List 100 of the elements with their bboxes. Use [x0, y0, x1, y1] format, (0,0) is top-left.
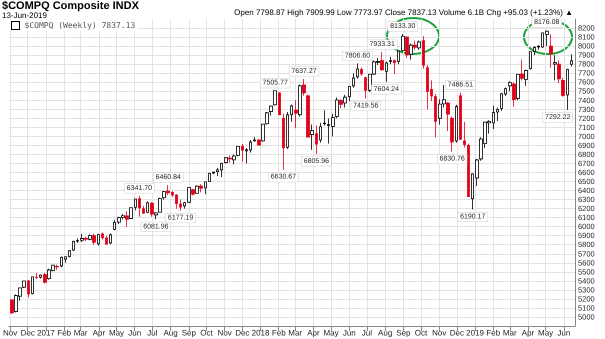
candlestick: [199, 184, 203, 193]
candlestick: [134, 198, 137, 211]
candlestick: [150, 202, 154, 218]
x-tick-label: Apr: [92, 328, 106, 338]
chart-title: $COMPQ Composite INDX: [2, 0, 139, 12]
candlestick: [512, 82, 516, 107]
candlestick: [360, 67, 363, 76]
candlestick: [109, 233, 112, 245]
x-tick-label: Jun: [557, 328, 570, 338]
candlestick: [463, 122, 466, 148]
candlestick: [80, 234, 84, 242]
candlestick: [84, 236, 88, 242]
candlestick: [183, 201, 186, 210]
x-tick-label: Dec: [20, 328, 35, 338]
candlestick: [319, 122, 322, 144]
candlestick: [154, 212, 158, 220]
candlestick: [294, 100, 298, 129]
candlestick: [241, 144, 244, 162]
x-tick-label: Feb: [272, 328, 286, 338]
candlestick: [549, 34, 553, 68]
candlestick: [520, 59, 524, 81]
candlestick: [220, 162, 223, 178]
candlestick: [426, 64, 429, 110]
x-tick-label: May: [538, 328, 554, 338]
x-tick-label: Mar: [74, 328, 88, 338]
candlestick: [417, 40, 421, 50]
candlestick: [10, 299, 14, 314]
x-tick-label: May: [323, 328, 339, 338]
x-tick-label: Sep: [182, 328, 196, 338]
x-tick-label: Feb: [486, 328, 501, 338]
candlestick: [43, 272, 47, 284]
x-tick-label: 2017: [37, 328, 56, 338]
x-tick-label: Apr: [522, 328, 535, 338]
candlestick: [253, 136, 256, 142]
x-tick-label: Feb: [57, 328, 72, 338]
candlestick: [315, 125, 318, 154]
candlestick: [175, 194, 178, 210]
candlestick: [39, 274, 42, 279]
candlestick: [257, 138, 261, 146]
candlestick: [282, 113, 285, 170]
candlestick: [385, 61, 388, 82]
candlestick: [27, 280, 30, 298]
text: Open 7798.87 High 7909.99 Low 7773.97 Close 7837.13 Volume 6.1B Chg +95.03 (+1.23%) ▲: [234, 8, 573, 17]
candlestick: [405, 36, 409, 58]
candlestick: [273, 90, 277, 106]
candlestick: [356, 63, 359, 79]
candlestick: [524, 69, 528, 86]
x-tick-label: Mar: [288, 328, 302, 338]
candlestick: [92, 233, 96, 246]
candlestick: [446, 102, 450, 132]
x-tick-label: Nov: [218, 328, 232, 338]
candlestick: [545, 30, 549, 46]
candlestick: [97, 234, 100, 246]
candlestick: [389, 56, 392, 65]
candlestick: [306, 94, 310, 138]
chart-subtitle: 13-Jun-2019: [2, 11, 47, 20]
candlestick: [278, 92, 281, 116]
x-tick-label: Aug: [378, 328, 392, 338]
candlestick: [187, 186, 191, 204]
x-tick-label: 2018: [252, 328, 270, 338]
candlestick: [348, 85, 351, 102]
x-tick-label: Nov: [432, 328, 446, 338]
candlestick: [570, 54, 573, 67]
x-tick-label: May: [108, 328, 124, 338]
x-tick-label: Jun: [128, 328, 142, 338]
candlestick: [409, 42, 413, 60]
candlestick: [364, 76, 367, 99]
candlestick: [323, 110, 326, 126]
candlestick: [129, 206, 133, 220]
candlestick: [72, 240, 75, 252]
candlestick: [146, 200, 149, 214]
candlestick: [508, 80, 512, 92]
candlestick: [224, 156, 228, 164]
candlestick: [310, 124, 314, 150]
x-tick-label: Oct: [414, 328, 428, 338]
candlestick: [413, 40, 417, 50]
candlestick: [422, 36, 425, 70]
candlestick: [343, 94, 347, 108]
candlestick: [60, 256, 63, 268]
x-tick-label: Dec: [450, 328, 464, 338]
x-tick-label: Jul: [147, 328, 158, 338]
candlestick: [166, 184, 170, 196]
candlestick: [434, 94, 437, 138]
candlestick: [450, 116, 454, 152]
x-tick-label: Jul: [362, 328, 372, 338]
x-tick-label: Jun: [342, 328, 356, 338]
candlestick: [455, 104, 458, 144]
candlestick: [339, 98, 343, 109]
x-tick-label: Dec: [235, 328, 250, 338]
candlestick: [55, 264, 59, 270]
candlestick: [302, 78, 306, 96]
candlestick: [228, 154, 232, 163]
candlestick: [352, 72, 355, 88]
x-tick-label: 2019: [466, 328, 485, 338]
candlestick: [393, 59, 396, 74]
candlestick: [88, 234, 92, 241]
x-tick-label: Mar: [502, 328, 517, 338]
candlestick: [380, 52, 384, 71]
candlestick: [298, 84, 302, 117]
candlestick: [35, 272, 38, 280]
